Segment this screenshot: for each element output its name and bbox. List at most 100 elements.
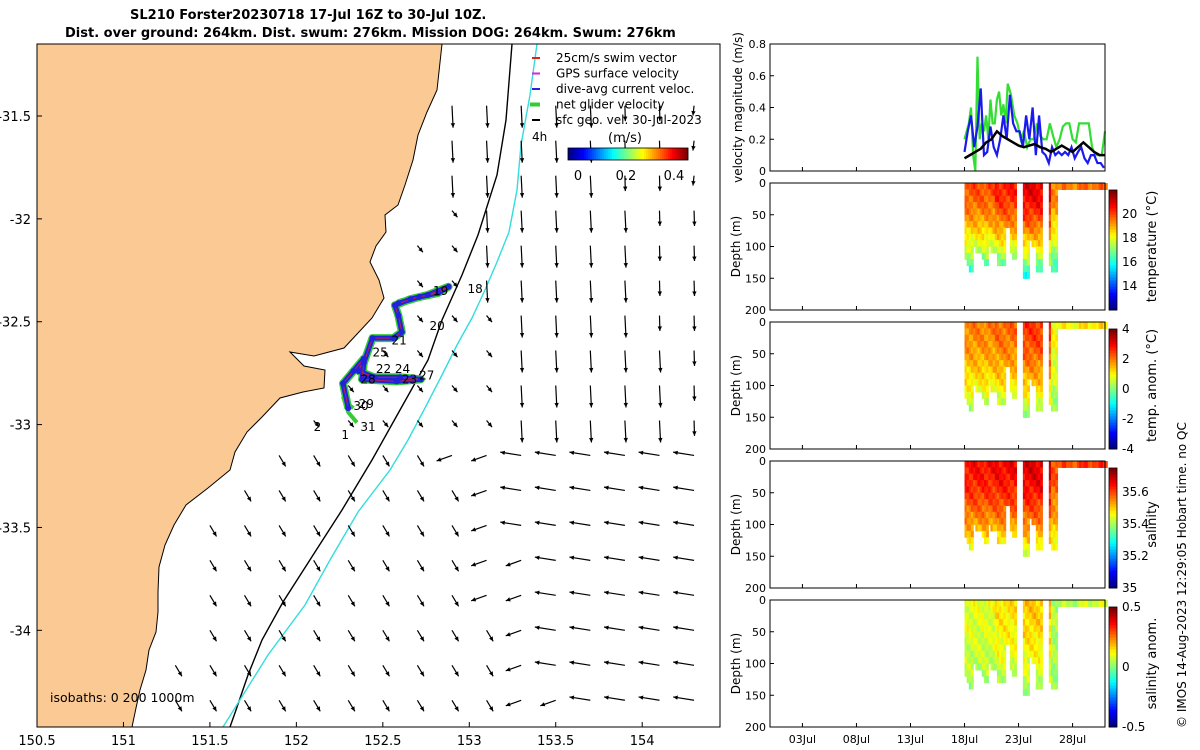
geo-arrowhead [281,496,286,502]
geo-arrowhead [603,520,609,525]
section-cell [996,259,1000,267]
section-cell [1038,240,1041,248]
section-cell [1022,688,1026,696]
section-cell [1038,404,1041,412]
section-cell [1048,631,1052,639]
colorbar-tick-label: 4 [1122,322,1130,336]
colorbar-cell [1109,277,1117,281]
section-cell [999,650,1002,658]
section-cell [1048,676,1052,684]
section-cell [971,183,974,190]
colorbar-cell [1109,437,1117,441]
section-cell [1009,650,1013,658]
section-cell [1027,208,1030,216]
section-cell [1035,676,1039,684]
section-cell [1012,246,1015,254]
section-cell [1022,606,1026,614]
colorbar-cell [610,148,613,160]
section-cell [999,499,1002,507]
velocity-ytick-label: 0.6 [749,70,767,83]
section-cell [979,195,983,203]
section-cell [1005,208,1009,216]
colorbar-cell [1109,440,1117,444]
section-cell [981,625,985,633]
section-cell [975,233,979,241]
section-cell [975,328,979,336]
geo-arrowhead [692,256,697,262]
section-cell [1089,322,1093,329]
section-cell [1014,334,1017,342]
section-cell [1007,221,1011,229]
geo-arrowhead [314,422,320,428]
geo-arrowhead [316,601,321,607]
section-cell [986,202,989,209]
section-cell [973,631,976,639]
legend-entry: dive-avg current veloc. [556,82,694,96]
section-cell [1048,189,1052,197]
section-cell [983,183,987,190]
section-cell [988,631,992,639]
track-point [345,405,352,412]
section-cell [1001,511,1005,519]
section-cell [1005,341,1009,348]
section-cell [1029,347,1033,355]
colorbar-cell [1109,380,1117,384]
geo-arrowhead [505,702,511,707]
section-cell [990,650,994,658]
section-cell [1053,511,1056,519]
section-cell [1038,492,1041,500]
geo-arrowhead [177,671,182,677]
section-cell [986,499,989,507]
section-cell [1027,543,1030,551]
section-cell [1022,537,1026,545]
section-cell [986,195,989,203]
section-cell [964,322,968,329]
section-cell [1012,214,1015,222]
section-cell [1053,606,1056,614]
section-cell [1001,259,1005,267]
section-cell [983,208,987,216]
section-cell [990,189,994,197]
section-cell [981,195,985,203]
section-cell [1025,372,1028,380]
geo-arrowhead [554,367,559,373]
section-cell [1038,467,1041,475]
colorbar-cell [574,148,577,160]
section-cell [1033,505,1037,513]
section-cell [971,265,974,273]
section-cell [983,657,987,665]
colorbar-cell [1109,513,1117,517]
geo-arrowhead [383,352,389,358]
section-cell [1048,625,1052,633]
geo-arrowhead [419,601,425,607]
colorbar-cell [1109,377,1117,381]
section-cell [1050,657,1054,665]
section-cell [971,505,974,513]
section-cell [1003,372,1007,380]
section-cell [1025,524,1028,532]
section-cell [1038,341,1041,348]
section-cell [1035,334,1039,342]
colorbar-cell [668,148,671,160]
section-cell [1003,619,1007,626]
colorbar-cell [1109,712,1117,716]
section-cell [986,246,989,254]
section-cell [981,221,985,229]
section-cell [1025,214,1028,222]
section-cell [975,492,979,500]
section-cell [1003,252,1007,260]
section-cell [1074,183,1078,190]
section-cell [1074,322,1078,329]
colorbar-cell [1109,537,1117,541]
section-cell [1035,404,1039,412]
section-cell [986,638,989,646]
section-cell [1048,619,1052,626]
section-cell [1005,183,1009,190]
section-cell [988,486,992,494]
section-cell [1035,372,1039,380]
section-cell [1076,322,1080,329]
section-cell [1055,461,1059,468]
section-cell [1068,600,1072,607]
section-cell [1001,606,1005,614]
